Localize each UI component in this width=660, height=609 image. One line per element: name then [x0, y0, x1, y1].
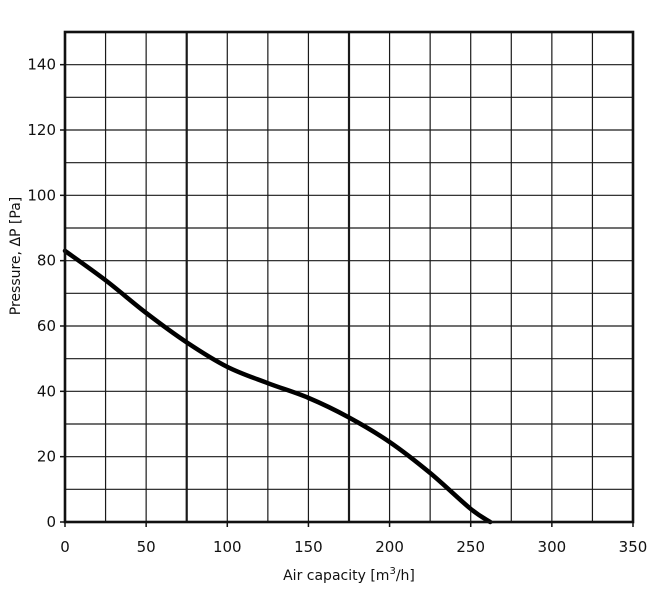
y-tick-label: 40: [37, 382, 56, 400]
y-tick-label: 80: [37, 252, 56, 270]
y-tick-label: 100: [27, 186, 56, 204]
x-tick-label: 300: [538, 538, 567, 556]
curve-layer: [65, 251, 490, 522]
y-tick-labels: 0 20 40 60 80 100 120 140: [27, 56, 56, 531]
x-tick-label: 50: [137, 538, 156, 556]
x-tick-label: 200: [375, 538, 404, 556]
y-tick-label: 60: [37, 317, 56, 335]
x-tick-label: 250: [456, 538, 485, 556]
performance-curve: [65, 251, 490, 522]
y-tick-label: 0: [46, 513, 56, 531]
y-axis-label: Pressure, ΔP [Pa]: [8, 197, 24, 315]
x-tick-label: 100: [213, 538, 242, 556]
x-tick-labels: 0 50 100 150 200 250 300 350: [60, 538, 647, 556]
x-tick-label: 350: [619, 538, 648, 556]
y-tick-label: 140: [27, 56, 56, 74]
y-tick-label: 120: [27, 121, 56, 139]
y-tick-label: 20: [37, 448, 56, 466]
x-axis-label: Air capacity [m3/h]: [283, 566, 415, 584]
x-tick-label: 150: [294, 538, 323, 556]
grid: [65, 32, 633, 522]
x-tick-label: 0: [60, 538, 70, 556]
